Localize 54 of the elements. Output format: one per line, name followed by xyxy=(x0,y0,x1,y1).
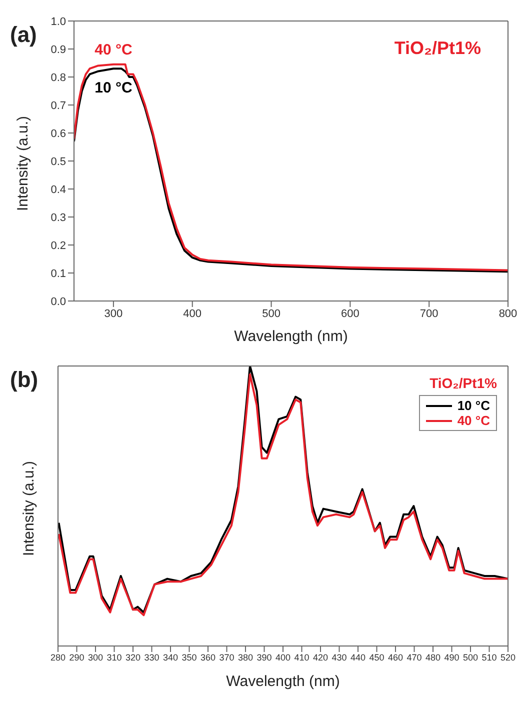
y-tick-label: 0.0 xyxy=(50,296,66,308)
x-tick-label: 500 xyxy=(462,652,478,662)
x-tick-label: 300 xyxy=(104,308,123,320)
x-tick-label: 520 xyxy=(500,652,516,662)
x-tick-label: 800 xyxy=(498,308,518,320)
x-tick-label: 470 xyxy=(406,652,422,662)
annotation: TiO₂/Pt1% xyxy=(430,375,497,391)
x-axis-title: Wavelength (nm) xyxy=(234,328,348,345)
x-tick-label: 480 xyxy=(425,652,441,662)
x-tick-label: 400 xyxy=(183,308,202,320)
y-axis-title: Intensity (a.u.) xyxy=(20,460,38,556)
x-tick-label: 360 xyxy=(200,652,216,662)
series-label: 10 °C xyxy=(94,80,132,97)
x-tick-label: 300 xyxy=(88,652,104,662)
x-tick-label: 390 xyxy=(256,652,272,662)
x-tick-label: 450 xyxy=(369,652,384,662)
x-tick-label: 400 xyxy=(275,652,291,662)
x-tick-label: 350 xyxy=(182,652,197,662)
x-tick-label: 330 xyxy=(144,652,160,662)
y-tick-label: 0.1 xyxy=(50,268,66,280)
x-tick-label: 500 xyxy=(262,308,280,320)
y-axis-title: Intensity (a.u.) xyxy=(14,116,32,211)
y-tick-label: 0.5 xyxy=(50,156,66,168)
y-tick-label: 0.2 xyxy=(50,240,66,252)
x-tick-label: 340 xyxy=(162,652,178,662)
y-tick-label: 0.9 xyxy=(50,44,66,56)
x-axis-title: Wavelength (nm) xyxy=(226,673,340,690)
text: (a) xyxy=(10,22,37,48)
x-tick-label: 410 xyxy=(294,652,310,662)
x-tick-label: 290 xyxy=(69,652,84,662)
annotation: TiO₂/Pt1% xyxy=(394,38,481,59)
x-tick-label: 490 xyxy=(444,652,460,662)
x-tick-label: 320 xyxy=(125,652,141,662)
x-tick-label: 280 xyxy=(50,652,66,662)
y-tick-label: 0.8 xyxy=(50,72,66,84)
x-tick-label: 460 xyxy=(388,652,404,662)
x-tick-label: 430 xyxy=(332,652,347,662)
text: (b) xyxy=(10,367,38,393)
x-tick-label: 380 xyxy=(238,652,254,662)
series-label: 40 °C xyxy=(94,41,132,58)
legend-label: 10 °C xyxy=(457,398,490,413)
x-tick-label: 700 xyxy=(420,308,438,320)
x-tick-label: 440 xyxy=(350,652,366,662)
y-tick-label: 1.0 xyxy=(50,16,66,28)
y-tick-label: 0.6 xyxy=(50,128,66,140)
x-tick-label: 510 xyxy=(482,652,497,662)
x-tick-label: 600 xyxy=(341,308,360,320)
y-tick-label: 0.4 xyxy=(50,184,66,196)
x-tick-label: 420 xyxy=(312,652,328,662)
x-tick-label: 310 xyxy=(106,652,122,662)
x-tick-label: 370 xyxy=(219,652,234,662)
legend-label: 40 °C xyxy=(457,413,490,428)
y-tick-label: 0.3 xyxy=(50,212,66,224)
y-tick-label: 0.7 xyxy=(50,100,66,112)
